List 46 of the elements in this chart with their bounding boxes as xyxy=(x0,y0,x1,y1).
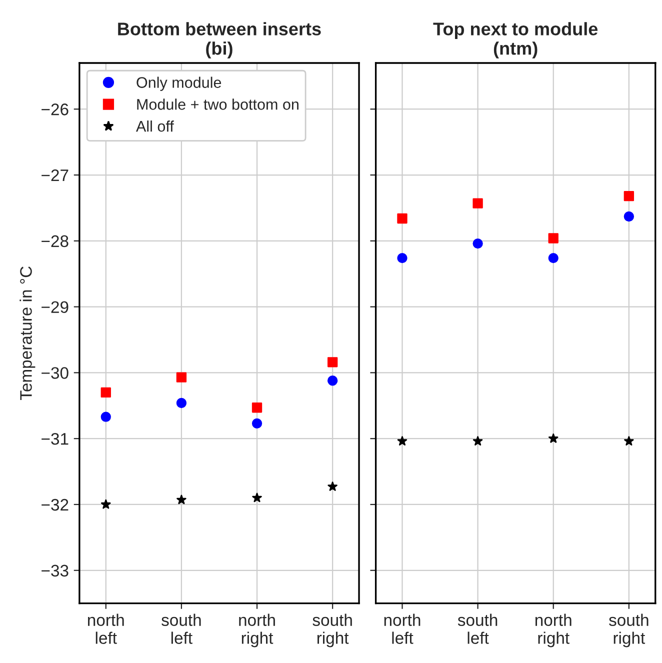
x-tick-label: south right xyxy=(312,614,352,648)
legend-label: All off xyxy=(136,120,174,132)
point xyxy=(101,499,111,509)
point xyxy=(548,233,558,244)
point xyxy=(624,211,634,222)
legend-label: Only module xyxy=(136,76,222,91)
x-tick-label: south left xyxy=(458,614,498,644)
point xyxy=(100,412,111,422)
x-tick-label: north right xyxy=(239,614,275,648)
point xyxy=(397,213,408,224)
x-tick-label: south left xyxy=(162,614,201,644)
point xyxy=(327,376,338,386)
chart-title: Top next to module (ntm) xyxy=(433,22,598,58)
point xyxy=(328,482,338,491)
point xyxy=(472,198,483,208)
point xyxy=(548,252,558,264)
x-tick-label: south right xyxy=(609,614,648,648)
y-axis-title: Temperature in °C xyxy=(20,266,36,400)
point xyxy=(472,436,483,446)
y-tick-label: −27 xyxy=(42,169,68,182)
y-tick-label: −29 xyxy=(42,301,68,313)
y-tick-label: −26 xyxy=(42,104,68,116)
point xyxy=(176,494,186,504)
x-tick-label: north left xyxy=(88,614,124,644)
y-tick-label: −31 xyxy=(42,432,68,445)
point xyxy=(252,402,262,413)
chart-title: Bottom between inserts (bi) xyxy=(118,22,321,58)
y-tick-label: −32 xyxy=(42,498,68,511)
point xyxy=(176,398,187,408)
point xyxy=(548,434,558,443)
point xyxy=(472,238,483,249)
y-tick-label: −28 xyxy=(42,235,68,248)
y-tick-label: −33 xyxy=(42,564,68,577)
point xyxy=(176,372,187,382)
point xyxy=(624,191,634,202)
point xyxy=(624,436,634,446)
point xyxy=(100,387,111,398)
point xyxy=(252,418,262,429)
point xyxy=(252,492,262,502)
x-tick-label: north left xyxy=(384,614,420,644)
legend-label: Module + two bottom on xyxy=(137,98,298,110)
x-tick-label: north right xyxy=(535,614,572,648)
point xyxy=(327,357,338,368)
point xyxy=(397,436,408,446)
y-tick-label: −30 xyxy=(42,367,68,379)
point xyxy=(397,252,408,264)
